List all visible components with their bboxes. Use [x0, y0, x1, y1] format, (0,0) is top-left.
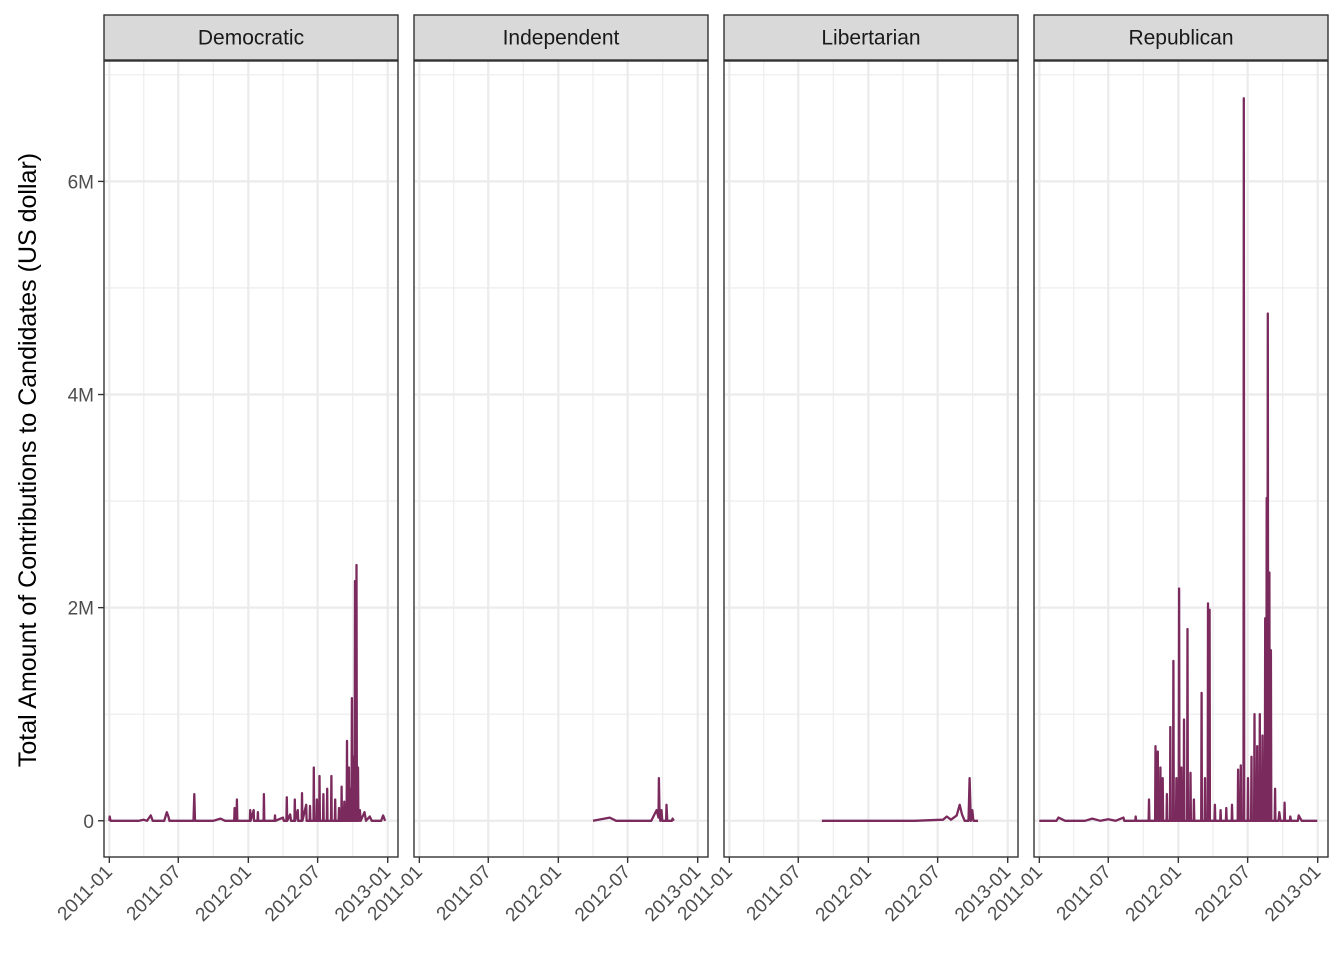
facet-strip-label: Independent [503, 27, 620, 50]
facet-strip-label: Republican [1128, 27, 1233, 50]
facet-strip-label: Democratic [198, 27, 304, 50]
plot-background [414, 61, 708, 857]
facet-strip-label: Libertarian [821, 27, 920, 50]
facet-strip [413, 14, 709, 61]
x-tick-label: 2012-01 [1122, 862, 1186, 926]
y-tick-label: 0 [83, 812, 94, 833]
series-line [1039, 97, 1318, 822]
x-tick-label: 2012-01 [192, 862, 256, 926]
series-line [108, 563, 387, 822]
x-tick-label: 2012-07 [1191, 862, 1255, 926]
x-tick-label: 2012-07 [571, 862, 635, 926]
x-tick-label: 2012-01 [812, 862, 876, 926]
y-axis: 0 2M 4M 6M [68, 172, 104, 833]
y-tick-label: 6M [68, 172, 94, 193]
x-tick-label: 2011-07 [433, 862, 496, 925]
plot-background [104, 61, 398, 857]
facet-strip [1033, 14, 1329, 61]
plot-background [1034, 61, 1328, 857]
y-tick-label: 4M [68, 386, 94, 407]
facet-strip [103, 14, 399, 61]
panel-border [723, 60, 1019, 858]
x-tick-label: 2011-01 [54, 862, 117, 925]
x-tick-label: 2012-07 [881, 862, 945, 926]
y-axis-title: Total Amount of Contributions to Candida… [14, 153, 42, 767]
panel-border [103, 60, 399, 858]
series-line [592, 776, 675, 822]
x-tick-label: 2013-01 [1261, 862, 1325, 926]
panel-border [1033, 60, 1329, 858]
series-line [821, 776, 978, 822]
x-tick-label: 2011-07 [123, 862, 186, 925]
panel-border [413, 60, 709, 858]
x-tick-label: 2011-07 [1053, 862, 1116, 925]
x-tick-label: 2011-07 [743, 862, 806, 925]
plot-background [724, 61, 1018, 857]
y-tick-label: 2M [68, 599, 94, 620]
x-tick-label: 2012-07 [261, 862, 325, 926]
facet-strip [723, 14, 1019, 61]
x-tick-label: 2012-01 [502, 862, 566, 926]
